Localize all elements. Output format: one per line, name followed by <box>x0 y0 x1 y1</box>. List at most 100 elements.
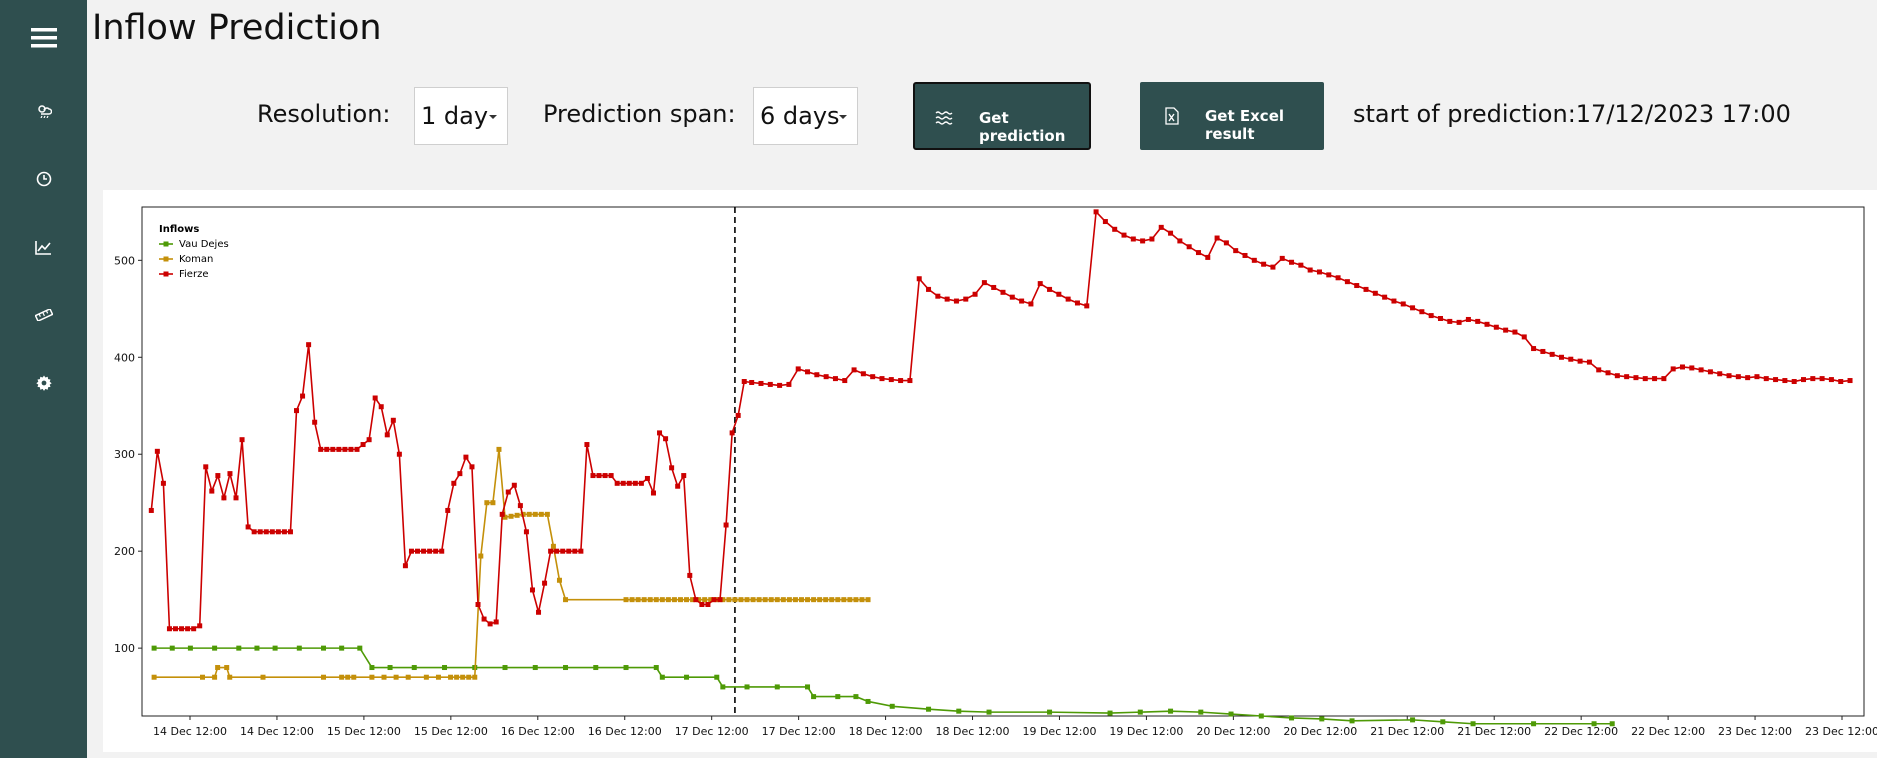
data-point <box>502 665 508 671</box>
data-point <box>233 495 239 501</box>
data-point <box>572 548 578 554</box>
x-tick-label: 21 Dec 12:00 <box>1457 725 1531 738</box>
data-point <box>774 597 780 603</box>
data-point <box>351 674 357 680</box>
data-point <box>160 480 166 486</box>
data-point <box>442 665 448 671</box>
data-point <box>1009 294 1015 300</box>
sidebar-item-menu[interactable] <box>0 10 87 66</box>
data-point <box>354 446 360 452</box>
data-point <box>1149 236 1155 242</box>
data-point <box>1605 370 1611 376</box>
data-point <box>986 709 992 715</box>
data-point <box>614 480 620 486</box>
data-point <box>324 446 330 452</box>
x-tick-label: 17 Dec 12:00 <box>675 725 749 738</box>
data-point <box>1186 244 1192 250</box>
get-prediction-button[interactable]: Get prediction <box>913 82 1091 150</box>
data-point <box>493 619 499 625</box>
y-tick-label: 200 <box>114 545 135 558</box>
data-point <box>481 616 487 622</box>
data-point <box>532 511 538 517</box>
data-point <box>963 296 969 302</box>
data-point <box>853 694 859 700</box>
data-point <box>423 674 429 680</box>
data-point <box>191 626 197 632</box>
data-point <box>653 665 659 671</box>
data-point <box>590 473 596 479</box>
data-point <box>635 597 641 603</box>
y-tick-label: 300 <box>114 448 135 461</box>
data-point <box>173 626 179 632</box>
data-point <box>687 572 693 578</box>
data-point <box>1745 375 1751 381</box>
span-select[interactable]: 6 days <box>753 87 858 145</box>
data-point <box>151 645 157 651</box>
sidebar-item-history[interactable] <box>0 151 87 207</box>
data-point <box>393 674 399 680</box>
data-point <box>1363 286 1369 292</box>
data-point <box>357 645 363 651</box>
x-tick-label: 15 Dec 12:00 <box>414 725 488 738</box>
chart-icon <box>35 240 51 255</box>
x-tick-label: 18 Dec 12:00 <box>936 725 1010 738</box>
data-point <box>1633 375 1639 381</box>
data-point <box>209 488 215 494</box>
data-point <box>1419 309 1425 315</box>
data-point <box>257 529 263 535</box>
data-point <box>212 645 218 651</box>
data-point <box>236 645 242 651</box>
sidebar-item-settings[interactable] <box>0 355 87 411</box>
data-point <box>817 597 823 603</box>
plot-frame <box>141 206 1865 717</box>
data-point <box>502 514 508 520</box>
data-point <box>623 665 629 671</box>
data-point <box>926 706 932 712</box>
data-point <box>723 522 729 528</box>
data-point <box>659 597 665 603</box>
data-point <box>348 446 354 452</box>
data-point <box>381 674 387 680</box>
data-point <box>526 511 532 517</box>
data-point <box>563 665 569 671</box>
data-point <box>1214 235 1220 241</box>
data-point <box>744 597 750 603</box>
data-point <box>514 512 520 518</box>
data-point <box>478 553 484 559</box>
data-point <box>336 446 342 452</box>
data-point <box>602 473 608 479</box>
sidebar-item-weather[interactable] <box>0 83 87 139</box>
sidebar-item-measure[interactable] <box>0 287 87 343</box>
data-point <box>360 442 366 448</box>
x-tick-label: 15 Dec 12:00 <box>327 725 401 738</box>
data-point <box>435 674 441 680</box>
sidebar-item-charts[interactable] <box>0 219 87 275</box>
data-point <box>853 597 859 603</box>
data-point <box>187 645 193 651</box>
data-point <box>638 480 644 486</box>
data-point <box>1258 713 1264 719</box>
data-point <box>272 645 278 651</box>
ruler-icon <box>34 309 53 321</box>
data-point <box>1112 226 1118 232</box>
resolution-select[interactable]: 1 day <box>414 87 508 145</box>
data-point <box>448 674 454 680</box>
data-point <box>490 500 496 506</box>
data-point <box>445 507 451 513</box>
data-point <box>1074 300 1080 306</box>
legend-swatch-marker <box>163 271 169 277</box>
get-excel-result-button[interactable]: Get Excel result <box>1140 82 1324 150</box>
data-point <box>663 436 669 442</box>
data-point <box>916 276 922 282</box>
data-point <box>339 674 345 680</box>
data-point <box>148 507 154 513</box>
data-point <box>889 703 895 709</box>
data-point <box>529 587 535 593</box>
data-point <box>550 543 556 549</box>
data-point <box>342 446 348 452</box>
x-tick-label: 19 Dec 12:00 <box>1109 725 1183 738</box>
data-point <box>1596 367 1602 373</box>
data-point <box>1652 376 1658 382</box>
chevron-down-icon <box>839 115 847 119</box>
data-point <box>744 684 750 690</box>
